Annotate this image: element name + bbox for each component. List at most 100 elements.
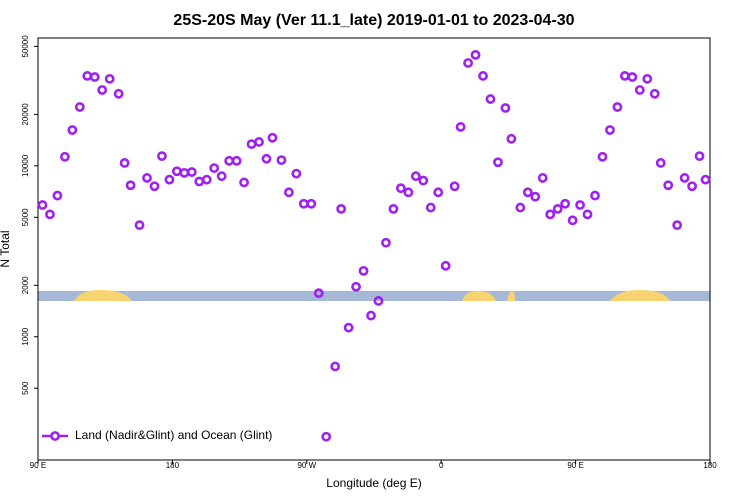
point — [358, 265, 369, 276]
point — [655, 158, 666, 168]
point — [627, 72, 638, 82]
point — [67, 125, 78, 135]
point — [313, 288, 324, 299]
point — [239, 177, 249, 188]
point — [388, 203, 399, 214]
point — [663, 180, 674, 191]
x-tick-label: 180 — [703, 461, 717, 470]
y-tick-label: 1000 — [21, 327, 30, 345]
point — [522, 187, 533, 198]
point — [113, 88, 124, 99]
point — [283, 187, 294, 198]
point — [537, 173, 548, 183]
point — [634, 85, 645, 95]
point — [425, 202, 436, 213]
point — [194, 176, 205, 187]
point — [455, 122, 466, 132]
x-tick-label: 180 — [166, 461, 180, 470]
point — [619, 71, 630, 81]
point — [134, 220, 145, 231]
x-tick-label: 90 W — [297, 461, 316, 470]
point — [231, 155, 242, 166]
point — [470, 49, 481, 60]
point — [373, 296, 384, 306]
point — [381, 237, 391, 248]
point — [694, 151, 705, 162]
land-strip — [74, 290, 132, 301]
point — [171, 166, 182, 177]
point — [164, 174, 175, 185]
point — [306, 198, 317, 209]
point — [74, 102, 85, 112]
point — [201, 174, 212, 185]
point — [649, 88, 660, 99]
point — [179, 167, 190, 178]
point — [395, 183, 406, 194]
point — [700, 174, 711, 185]
point — [89, 72, 100, 82]
point — [343, 322, 354, 333]
land-strip — [462, 291, 496, 301]
point — [321, 431, 332, 442]
point — [366, 310, 376, 321]
point — [142, 173, 152, 183]
ocean-strip — [38, 291, 710, 301]
point — [157, 151, 167, 162]
y-tick-label: 50000 — [21, 35, 30, 58]
point — [254, 137, 264, 147]
point — [605, 125, 615, 135]
map-strip — [38, 290, 710, 301]
point — [82, 71, 93, 81]
x-tick-label: 90 E — [30, 461, 46, 470]
point — [440, 260, 451, 271]
point — [45, 209, 55, 220]
point — [267, 132, 278, 143]
point — [493, 157, 503, 168]
point — [97, 85, 108, 95]
legend-marker — [50, 431, 60, 441]
point — [687, 181, 697, 192]
point — [590, 190, 600, 201]
y-axis-label: N Total — [0, 230, 12, 267]
point — [642, 73, 653, 84]
land-strip — [507, 291, 515, 301]
point — [104, 73, 115, 84]
point — [224, 155, 235, 166]
legend-label: Land (Nadir&Glint) and Ocean (Glint) — [75, 428, 272, 442]
land-strip — [610, 290, 670, 301]
point — [59, 151, 70, 162]
point — [276, 155, 287, 166]
point — [545, 209, 556, 220]
point — [575, 200, 585, 210]
point — [567, 215, 578, 226]
point — [463, 58, 473, 68]
point — [515, 202, 526, 213]
point — [410, 171, 421, 182]
point — [449, 181, 460, 192]
point — [125, 180, 136, 191]
point — [506, 133, 517, 144]
y-tick-label: 2000 — [21, 276, 30, 294]
point — [119, 158, 130, 168]
point — [186, 167, 197, 177]
point — [478, 71, 488, 81]
point — [209, 163, 220, 174]
point — [560, 198, 571, 209]
point — [552, 203, 563, 214]
plot-frame — [37, 37, 711, 461]
point — [351, 281, 361, 292]
point — [403, 187, 414, 198]
x-axis-label: Longitude (deg E) — [326, 476, 421, 490]
point — [246, 139, 257, 150]
point — [418, 175, 429, 186]
point — [672, 220, 683, 231]
point — [500, 103, 511, 113]
chart-title: 25S-20S May (Ver 11.1_late) 2019-01-01 t… — [173, 12, 574, 29]
point — [330, 361, 341, 372]
point — [433, 187, 444, 198]
x-tick-label: 0 — [439, 461, 444, 470]
y-tick-label: 500 — [21, 381, 30, 395]
point — [530, 191, 541, 202]
